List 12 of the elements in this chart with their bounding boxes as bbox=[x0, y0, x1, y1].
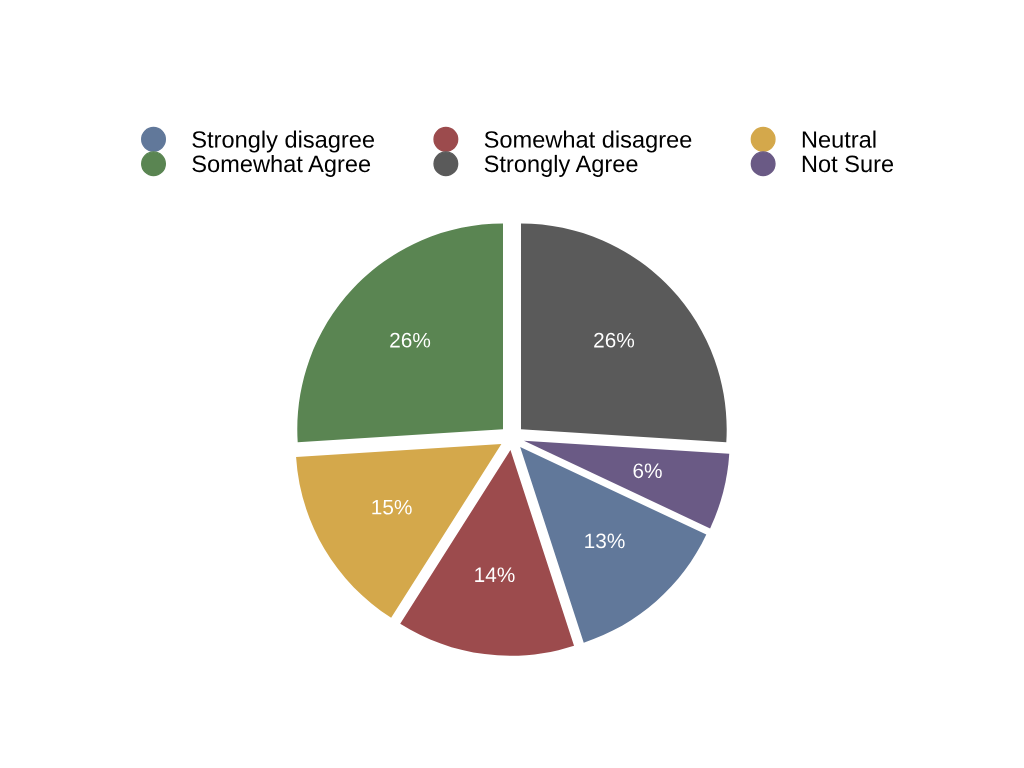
data-label: 13% bbox=[585, 533, 625, 549]
data-label: 26% bbox=[390, 332, 431, 348]
data-label: 6% bbox=[633, 463, 662, 479]
data-label: 14% bbox=[475, 567, 515, 583]
legend-label: Strongly disagree bbox=[192, 130, 374, 153]
legend-label: Not Sure bbox=[802, 155, 894, 173]
legend-label: Somewhat Agree bbox=[192, 154, 371, 177]
data-label: 15% bbox=[372, 499, 412, 515]
legend-label: Neutral bbox=[802, 130, 876, 148]
data-label: 26% bbox=[594, 332, 635, 348]
legend-label: Strongly Agree bbox=[484, 154, 638, 177]
legend-label: Somewhat disagree bbox=[484, 130, 692, 153]
